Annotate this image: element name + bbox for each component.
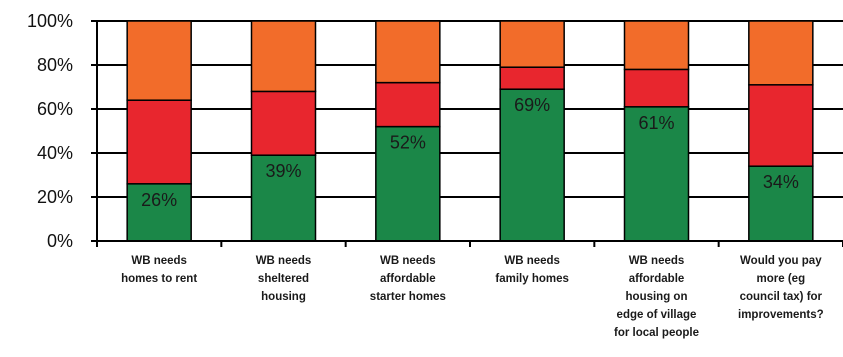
- bar-segment: [375, 20, 441, 84]
- bar-segment: [250, 20, 317, 93]
- x-axis-labels: WB needs homes to rent WB needs sheltered h…: [0, 252, 843, 357]
- y-tick-labels: 0% 20% 40% 60% 80% 100%: [27, 11, 73, 251]
- x-tick-label: WB needs affordable starter homes: [369, 255, 446, 303]
- y-tick-label: 0%: [47, 231, 73, 251]
- bar-segment: [375, 81, 441, 128]
- data-label: 61%: [638, 113, 674, 133]
- data-label: 26%: [141, 190, 177, 210]
- bar-segment: [499, 66, 565, 90]
- bar-segment: [499, 20, 565, 68]
- bar-segment: [499, 88, 565, 242]
- x-tick-label: WB needs sheltered housing: [255, 255, 312, 303]
- y-tick-label: 20%: [37, 187, 73, 207]
- gridlines: [97, 20, 843, 198]
- data-label: 34%: [763, 172, 799, 192]
- y-tick-label: 60%: [37, 99, 73, 119]
- data-label: 69%: [514, 95, 550, 115]
- y-tick-label: 100%: [27, 11, 73, 31]
- data-label: 39%: [265, 161, 301, 181]
- y-tick-label: 40%: [37, 143, 73, 163]
- bar-segment: [623, 106, 690, 242]
- bars: [126, 20, 814, 242]
- x-tick-label: WB needs affordable housing on edge of vill…: [614, 255, 699, 339]
- data-labels: 26% 39% 52% 69% 61% 34%: [141, 95, 799, 210]
- bar-segment: [623, 20, 690, 71]
- bar-segment: [375, 125, 441, 242]
- bar-segment: [250, 90, 317, 156]
- bar-segment: [126, 183, 192, 242]
- bar-segment: [126, 20, 192, 101]
- y-tick-label: 80%: [37, 55, 73, 75]
- axes: [91, 20, 843, 247]
- x-tick-label: WB needs family homes: [495, 255, 569, 285]
- bar-segment: [748, 84, 814, 167]
- bar-segment: [623, 68, 690, 108]
- data-label: 52%: [390, 133, 426, 153]
- bar-segment: [748, 20, 814, 86]
- x-tick-label: Would you pay more (eg council tax) for imp…: [738, 255, 824, 321]
- x-tick-label: WB needs homes to rent: [121, 255, 198, 285]
- bar-segment: [126, 99, 192, 185]
